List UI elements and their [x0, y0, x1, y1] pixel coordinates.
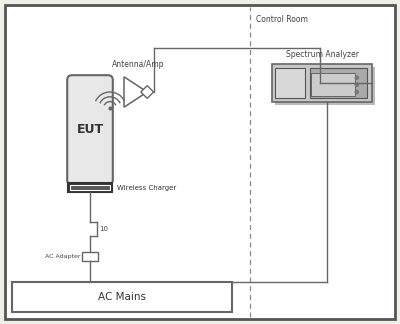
Circle shape: [355, 76, 358, 79]
Circle shape: [355, 90, 358, 94]
Text: 10: 10: [100, 226, 109, 232]
Bar: [275, 67, 375, 105]
Bar: [70, 185, 110, 191]
Text: Spectrum Analyzer: Spectrum Analyzer: [286, 50, 358, 59]
Bar: [310, 68, 367, 98]
Bar: [82, 252, 98, 261]
Text: AC Mains: AC Mains: [98, 292, 146, 302]
Bar: [272, 64, 372, 102]
Polygon shape: [141, 86, 154, 98]
Text: Wireless Charger: Wireless Charger: [117, 185, 176, 191]
Circle shape: [355, 83, 358, 87]
Bar: [275, 68, 305, 98]
Bar: [12, 282, 232, 312]
Text: Antenna/Amp: Antenna/Amp: [112, 60, 164, 69]
Text: Control Room: Control Room: [256, 16, 308, 25]
Text: EUT: EUT: [76, 123, 104, 136]
Bar: [311, 73, 355, 96]
Text: AC Adapter: AC Adapter: [45, 254, 80, 259]
Bar: [68, 183, 112, 192]
FancyBboxPatch shape: [5, 5, 395, 319]
FancyBboxPatch shape: [67, 75, 113, 185]
Polygon shape: [124, 77, 147, 107]
